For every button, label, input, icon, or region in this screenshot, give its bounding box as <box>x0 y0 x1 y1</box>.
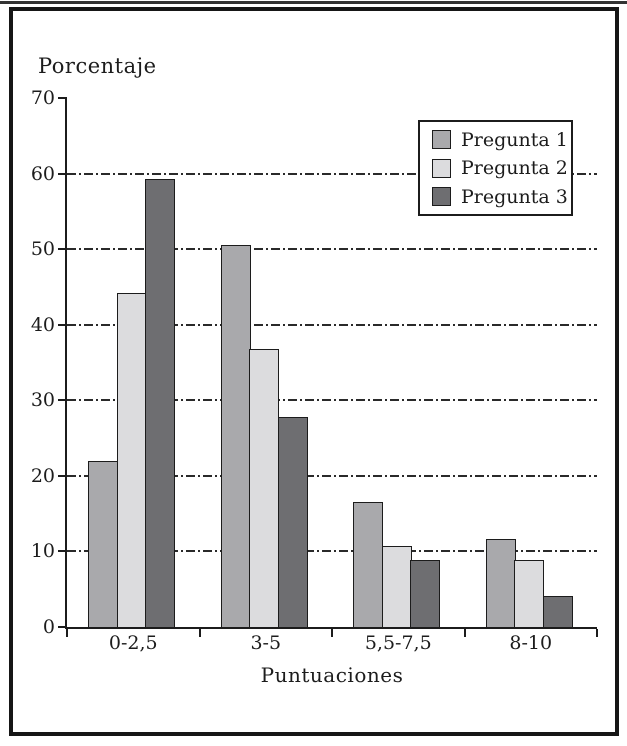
x-tick-2 <box>331 629 333 637</box>
legend-item: Pregunta 3 <box>432 186 571 208</box>
y-tick-20 <box>58 474 67 477</box>
y-axis-line <box>65 98 67 629</box>
legend-label: Pregunta 3 <box>461 185 568 208</box>
bar-pregunta-2-8-10 <box>514 560 545 627</box>
bar-pregunta-3-5,5-7,5 <box>410 560 441 627</box>
bar-pregunta-3-8-10 <box>542 596 573 627</box>
x-tick-0 <box>66 629 68 637</box>
x-category-label: 8-10 <box>509 632 553 654</box>
legend-item: Pregunta 2 <box>432 157 571 179</box>
gridline-40 <box>67 323 597 326</box>
bar-pregunta-2-3-5 <box>249 349 280 627</box>
gridline-30 <box>67 399 597 402</box>
y-tick-40 <box>58 323 67 326</box>
bar-pregunta-3-3-5 <box>277 417 308 627</box>
bar-pregunta-1-3-5 <box>220 245 251 627</box>
y-tick-label-30: 30 <box>30 389 55 412</box>
x-tick-1 <box>198 629 201 637</box>
x-tick-4 <box>596 629 598 637</box>
y-tick-label-10: 10 <box>30 540 55 563</box>
y-tick-10 <box>58 550 67 553</box>
gridline-10 <box>67 550 597 553</box>
y-tick-label-50: 50 <box>30 238 55 261</box>
y-tick-0 <box>58 626 67 628</box>
y-tick-60 <box>58 172 67 175</box>
legend-label: Pregunta 1 <box>461 128 568 151</box>
x-tick-3 <box>463 629 466 637</box>
bar-pregunta-2-5,5-7,5 <box>381 546 412 627</box>
y-tick-label-60: 60 <box>30 162 55 185</box>
y-tick-label-70: 70 <box>30 87 55 109</box>
bar-pregunta-1-8-10 <box>485 539 516 627</box>
legend: Pregunta 1 Pregunta 2 Pregunta 3 <box>418 120 573 216</box>
legend-swatch-icon <box>432 130 451 149</box>
y-tick-label-20: 20 <box>30 464 55 487</box>
top-rule <box>0 1 627 4</box>
bar-pregunta-3-0-2,5 <box>145 179 176 627</box>
x-axis-title: Puntuaciones <box>260 663 404 687</box>
y-tick-70 <box>58 97 67 99</box>
legend-item: Pregunta 1 <box>432 129 571 151</box>
bar-pregunta-1-5,5-7,5 <box>353 502 384 627</box>
gridline-60 <box>67 172 597 175</box>
gridline-50 <box>67 248 597 251</box>
y-tick-50 <box>58 248 67 251</box>
bar-pregunta-1-0-2,5 <box>88 461 119 627</box>
y-axis-title: Porcentaje <box>38 54 157 78</box>
x-category-label: 5,5-7,5 <box>364 632 432 654</box>
x-category-label: 0-2,5 <box>108 632 158 654</box>
y-tick-label-0: 0 <box>42 616 55 638</box>
bar-pregunta-2-0-2,5 <box>116 293 147 627</box>
y-tick-label-40: 40 <box>30 313 55 336</box>
x-category-label: 3-5 <box>250 632 282 654</box>
legend-label: Pregunta 2 <box>461 157 568 179</box>
legend-swatch-icon <box>432 158 451 178</box>
x-axis-line <box>65 627 597 629</box>
legend-swatch-icon <box>432 187 451 206</box>
gridline-20 <box>67 474 597 477</box>
y-tick-30 <box>58 399 67 402</box>
